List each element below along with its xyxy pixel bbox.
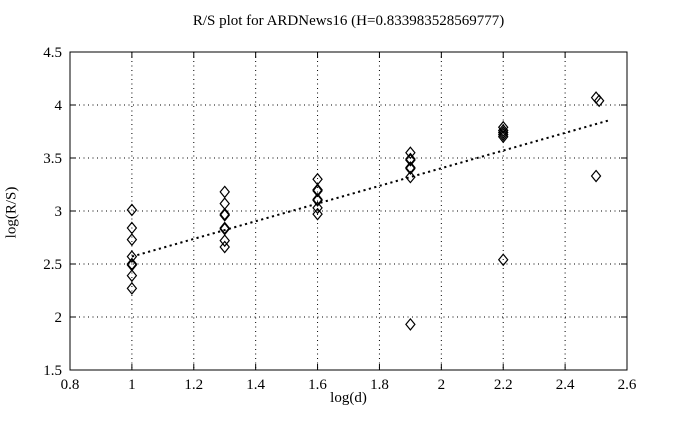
- data-point-marker: [405, 317, 416, 331]
- data-point-marker: [219, 207, 230, 221]
- x-tick-label: 2: [438, 377, 446, 393]
- y-tick-label: 4.5: [43, 45, 62, 61]
- data-point-marker: [126, 281, 138, 295]
- data-point-marker: [126, 203, 138, 217]
- data-point-marker: [497, 123, 509, 137]
- data-point-marker: [497, 120, 509, 134]
- data-point-marker: [219, 208, 230, 222]
- y-tick-label: 2.5: [43, 257, 62, 273]
- y-tick-label: 3: [55, 204, 63, 220]
- data-point-marker: [219, 221, 230, 235]
- data-point-marker: [497, 126, 509, 140]
- x-tick-label: 2.6: [618, 377, 637, 393]
- plot-frame: [69, 51, 628, 371]
- y-tick-label: 3.5: [43, 151, 62, 167]
- data-point-marker: [312, 184, 323, 198]
- data-point-marker: [497, 253, 509, 267]
- data-point-marker: [405, 162, 416, 176]
- y-tick-label: 1.5: [43, 363, 62, 379]
- x-tick-label: 1.2: [184, 377, 203, 393]
- x-tick-label: 1: [128, 377, 136, 393]
- x-tick-label: 0.8: [61, 377, 80, 393]
- data-point-marker: [126, 269, 138, 283]
- data-point-marker: [219, 197, 230, 211]
- data-point-marker: [219, 185, 230, 199]
- chart-title: R/S plot for ARDNews16 (H=0.833983528569…: [192, 13, 505, 29]
- data-point-marker: [405, 161, 416, 174]
- data-point-marker: [405, 152, 416, 166]
- data-point-marker: [219, 240, 230, 254]
- data-point-marker: [405, 153, 416, 167]
- data-point-marker: [312, 193, 323, 207]
- data-point-marker: [405, 170, 416, 184]
- x-tick-label: 1.6: [308, 377, 327, 393]
- data-point-marker: [590, 169, 602, 183]
- data-point-marker: [497, 128, 509, 142]
- x-tick-label: 2.2: [494, 377, 513, 393]
- data-point-marker: [126, 250, 138, 264]
- y-tick-label: 2: [55, 310, 63, 326]
- data-point-marker: [593, 94, 605, 108]
- data-point-marker: [590, 91, 602, 105]
- data-point-marker: [312, 192, 323, 206]
- data-point-marker: [312, 207, 323, 221]
- data-point-marker: [405, 146, 416, 160]
- data-point-marker: [219, 234, 230, 248]
- fit-line: [131, 119, 611, 258]
- x-tick-label: 2.4: [556, 377, 575, 393]
- data-point-marker: [312, 201, 323, 215]
- x-tick-label: 1.4: [246, 377, 265, 393]
- x-tick-label: 1.8: [370, 377, 389, 393]
- data-point-marker: [497, 130, 509, 144]
- x-axis-label: log(d): [330, 390, 367, 406]
- data-point-marker: [126, 233, 138, 247]
- y-tick-label: 4: [55, 98, 63, 114]
